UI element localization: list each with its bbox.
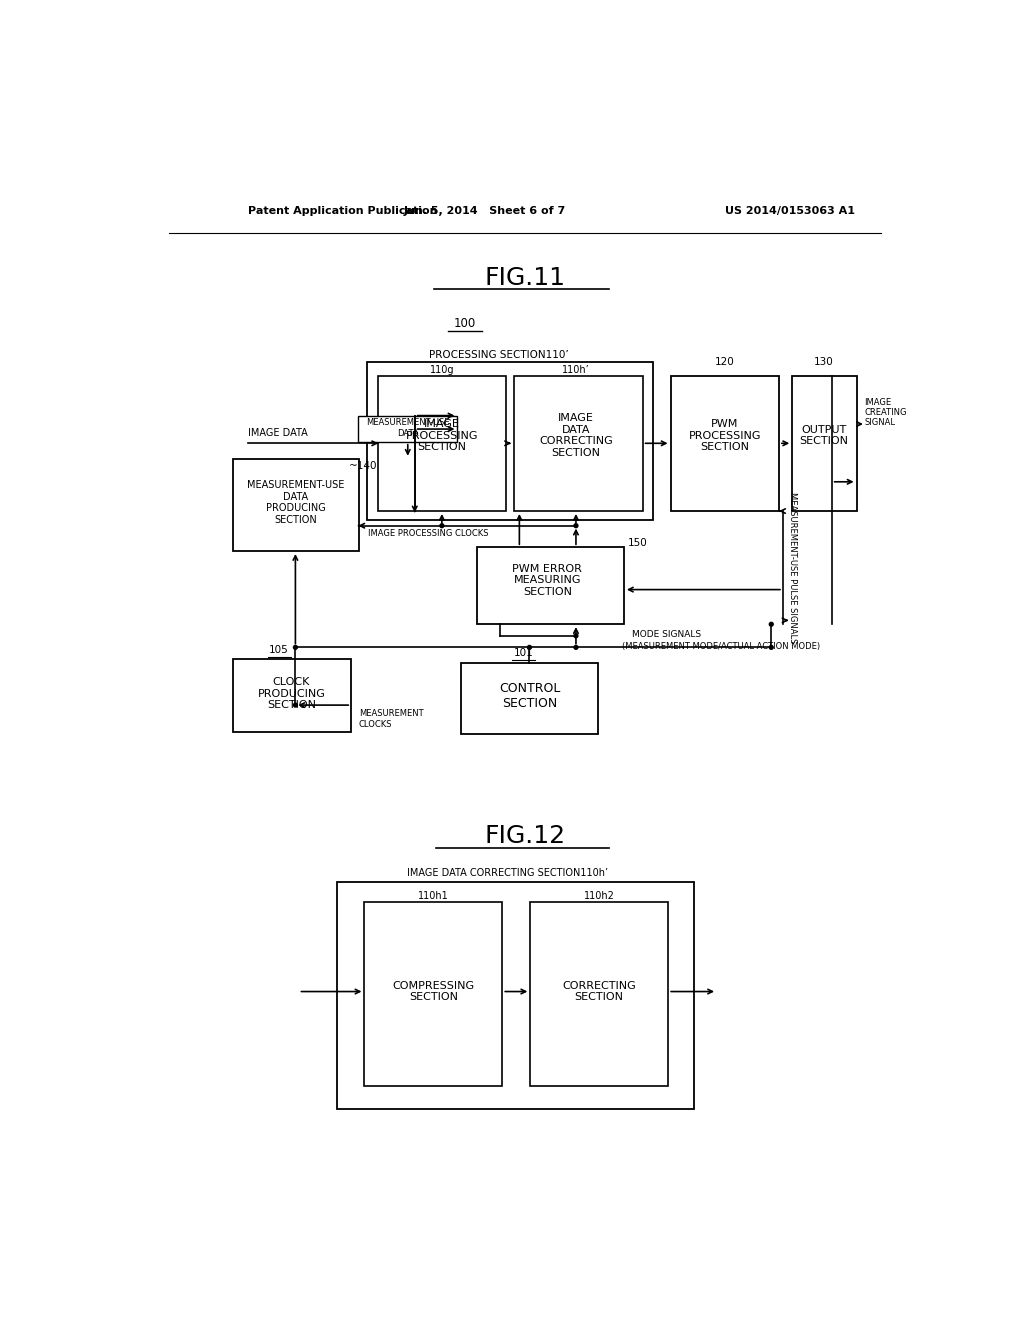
Circle shape (527, 645, 531, 649)
Text: 110h2: 110h2 (584, 891, 614, 902)
Text: PROCESSING SECTION110’: PROCESSING SECTION110’ (429, 350, 568, 360)
Text: ~140: ~140 (349, 462, 378, 471)
Bar (365, 903, 503, 1086)
Text: MEASUREMENT-USE
DATA: MEASUREMENT-USE DATA (366, 418, 450, 438)
Text: IMAGE DATA CORRECTING SECTION110h’: IMAGE DATA CORRECTING SECTION110h’ (408, 869, 608, 878)
Text: CLOCK
PRODUCING
SECTION: CLOCK PRODUCING SECTION (258, 677, 326, 710)
Circle shape (769, 645, 773, 649)
Text: MEASUREMENT-USE
DATA
PRODUCING
SECTION: MEASUREMENT-USE DATA PRODUCING SECTION (247, 480, 344, 525)
Text: PWM ERROR
MEASURING
SECTION: PWM ERROR MEASURING SECTION (512, 564, 583, 597)
Bar (337, 882, 693, 1109)
Circle shape (574, 634, 578, 638)
Bar (367, 363, 653, 520)
Circle shape (294, 645, 297, 649)
Text: MODE SIGNALS: MODE SIGNALS (632, 630, 700, 639)
Text: 150: 150 (628, 539, 647, 548)
Text: Jun. 5, 2014   Sheet 6 of 7: Jun. 5, 2014 Sheet 6 of 7 (403, 206, 565, 215)
Text: 110g: 110g (430, 366, 454, 375)
Bar (530, 903, 669, 1086)
Bar (232, 459, 359, 552)
Text: 110h’: 110h’ (562, 366, 590, 375)
Text: 120: 120 (715, 358, 734, 367)
Text: CONTROL
SECTION: CONTROL SECTION (499, 682, 560, 710)
Text: FIG.12: FIG.12 (484, 824, 565, 847)
Text: 101: 101 (513, 648, 534, 657)
Bar (514, 376, 643, 511)
Bar (793, 376, 856, 511)
Bar (378, 376, 506, 511)
Text: 130: 130 (814, 358, 834, 367)
Text: US 2014/0153063 A1: US 2014/0153063 A1 (725, 206, 855, 215)
Circle shape (574, 645, 578, 649)
Text: PWM
PROCESSING
SECTION: PWM PROCESSING SECTION (688, 418, 761, 453)
Bar (477, 548, 624, 624)
Bar (232, 659, 351, 733)
Circle shape (294, 704, 297, 708)
Bar (358, 416, 458, 442)
Circle shape (769, 622, 773, 626)
Text: FIG.11: FIG.11 (484, 265, 565, 290)
Text: 100: 100 (454, 317, 476, 330)
Text: CORRECTING
SECTION: CORRECTING SECTION (562, 981, 636, 1002)
Text: 105: 105 (269, 644, 289, 655)
Text: MEASUREMENT
CLOCKS: MEASUREMENT CLOCKS (359, 709, 424, 729)
Text: 110h1: 110h1 (418, 891, 449, 902)
Text: (MEASUREMENT MODE/ACTUAL ACTION MODE): (MEASUREMENT MODE/ACTUAL ACTION MODE) (623, 642, 820, 651)
Text: IMAGE DATA: IMAGE DATA (248, 428, 308, 437)
Text: IMAGE PROCESSING CLOCKS: IMAGE PROCESSING CLOCKS (369, 529, 488, 537)
Circle shape (574, 524, 578, 528)
Text: Patent Application Publication: Patent Application Publication (248, 206, 437, 215)
Text: IMAGE
CREATING
SIGNAL: IMAGE CREATING SIGNAL (864, 397, 906, 428)
Text: OUTPUT
SECTION: OUTPUT SECTION (800, 425, 849, 446)
Bar (461, 663, 598, 734)
Bar (671, 376, 779, 511)
Text: COMPRESSING
SECTION: COMPRESSING SECTION (392, 981, 474, 1002)
Text: IMAGE
DATA
CORRECTING
SECTION: IMAGE DATA CORRECTING SECTION (539, 413, 612, 458)
Text: MEASUREMENT-USE PULSE SIGNALS: MEASUREMENT-USE PULSE SIGNALS (788, 492, 798, 643)
Text: IMAGE
PROCESSING
SECTION: IMAGE PROCESSING SECTION (406, 418, 478, 453)
Circle shape (440, 524, 443, 528)
